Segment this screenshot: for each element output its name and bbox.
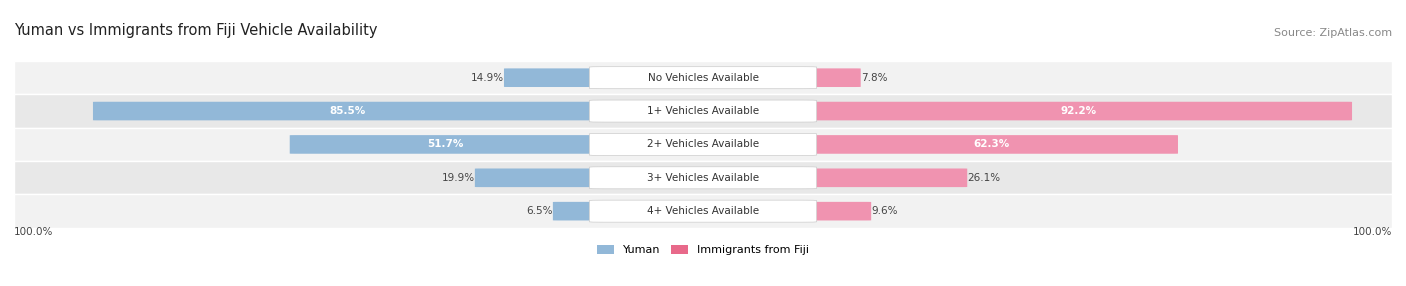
FancyBboxPatch shape xyxy=(804,202,872,221)
FancyBboxPatch shape xyxy=(14,128,1392,161)
Text: 51.7%: 51.7% xyxy=(427,140,464,149)
Text: 9.6%: 9.6% xyxy=(872,206,897,216)
FancyBboxPatch shape xyxy=(589,67,817,89)
FancyBboxPatch shape xyxy=(804,102,1353,120)
Text: 100.0%: 100.0% xyxy=(14,227,53,237)
Text: 1+ Vehicles Available: 1+ Vehicles Available xyxy=(647,106,759,116)
FancyBboxPatch shape xyxy=(14,194,1392,228)
Text: 14.9%: 14.9% xyxy=(471,73,503,83)
Text: 92.2%: 92.2% xyxy=(1060,106,1097,116)
Legend: Yuman, Immigrants from Fiji: Yuman, Immigrants from Fiji xyxy=(598,245,808,255)
Text: 26.1%: 26.1% xyxy=(967,173,1000,183)
Text: 6.5%: 6.5% xyxy=(526,206,553,216)
FancyBboxPatch shape xyxy=(14,94,1392,128)
Text: Yuman vs Immigrants from Fiji Vehicle Availability: Yuman vs Immigrants from Fiji Vehicle Av… xyxy=(14,23,378,38)
FancyBboxPatch shape xyxy=(589,133,817,156)
Text: 62.3%: 62.3% xyxy=(973,140,1010,149)
Text: 85.5%: 85.5% xyxy=(329,106,366,116)
Text: 7.8%: 7.8% xyxy=(860,73,887,83)
FancyBboxPatch shape xyxy=(93,102,602,120)
Text: Source: ZipAtlas.com: Source: ZipAtlas.com xyxy=(1274,28,1392,38)
FancyBboxPatch shape xyxy=(589,100,817,122)
FancyBboxPatch shape xyxy=(589,200,817,222)
Text: 100.0%: 100.0% xyxy=(1353,227,1392,237)
FancyBboxPatch shape xyxy=(14,161,1392,194)
FancyBboxPatch shape xyxy=(804,68,860,87)
Text: 3+ Vehicles Available: 3+ Vehicles Available xyxy=(647,173,759,183)
Text: No Vehicles Available: No Vehicles Available xyxy=(648,73,758,83)
Text: 2+ Vehicles Available: 2+ Vehicles Available xyxy=(647,140,759,149)
FancyBboxPatch shape xyxy=(503,68,602,87)
FancyBboxPatch shape xyxy=(553,202,602,221)
Text: 4+ Vehicles Available: 4+ Vehicles Available xyxy=(647,206,759,216)
FancyBboxPatch shape xyxy=(804,135,1178,154)
FancyBboxPatch shape xyxy=(804,168,967,187)
FancyBboxPatch shape xyxy=(475,168,602,187)
FancyBboxPatch shape xyxy=(290,135,602,154)
Text: 19.9%: 19.9% xyxy=(441,173,475,183)
FancyBboxPatch shape xyxy=(14,61,1392,94)
FancyBboxPatch shape xyxy=(589,167,817,189)
